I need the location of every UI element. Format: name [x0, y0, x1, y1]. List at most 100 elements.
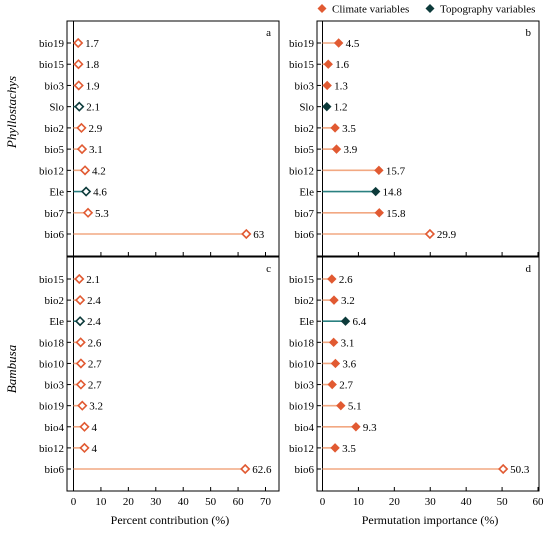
legend-topography-label: Topography variables — [440, 4, 535, 16]
category-label: bio12 — [39, 443, 64, 455]
category-label: bio2 — [44, 295, 64, 307]
panel-d: d 0 10 20 30 40 50 60 bio15 2.6 bio2 3.2 Ele 6.4 bio18… — [289, 256, 545, 508]
lollipop-marker — [241, 228, 252, 240]
lollipop-marker — [80, 186, 92, 197]
x-tick-label: 20 — [389, 496, 401, 508]
lollipop-marker — [323, 59, 333, 69]
value-label: 50.3 — [510, 464, 530, 476]
category-label: Ele — [299, 187, 314, 199]
row-title-bottom: Bambusa — [4, 344, 19, 393]
x-tick-label: 10 — [353, 496, 365, 508]
lollipop-marker — [74, 273, 85, 285]
x-tick-label: 60 — [533, 496, 545, 508]
value-label: 4.6 — [93, 187, 107, 199]
lollipop-marker — [73, 80, 84, 91]
category-label: bio2 — [44, 123, 64, 135]
lollipop-marker — [424, 228, 436, 240]
lollipop-marker — [73, 37, 84, 49]
value-label: 15.7 — [386, 165, 406, 177]
lollipop-marker — [333, 38, 344, 48]
value-label: 2.4 — [87, 295, 101, 307]
value-label: 3.2 — [89, 401, 103, 413]
value-label: 1.2 — [334, 102, 348, 114]
category-label: Ele — [49, 316, 64, 328]
value-label: 2.6 — [339, 274, 353, 286]
legend-climate-label: Climate variables — [332, 4, 409, 16]
lollipop-marker — [73, 59, 84, 70]
category-label: bio2 — [294, 123, 314, 135]
panel-letter: c — [266, 263, 271, 275]
lollipop-marker — [79, 165, 91, 176]
legend-topography-marker — [425, 4, 435, 13]
legend-climate-marker — [317, 4, 327, 13]
value-label: 29.9 — [437, 229, 457, 241]
lollipop-marker — [327, 379, 337, 390]
lollipop-marker — [330, 123, 340, 133]
category-label: bio4 — [294, 422, 314, 434]
panel-frame — [66, 20, 280, 257]
lollipop-marker — [329, 295, 339, 305]
legend: Climate variables Topography variables — [317, 4, 535, 16]
lollipop-marker — [331, 144, 342, 154]
value-label: 1.7 — [85, 38, 99, 50]
value-label: 2.4 — [87, 316, 101, 328]
lollipop-marker — [351, 422, 361, 432]
value-label: 4 — [91, 443, 97, 455]
panel-frame — [66, 256, 280, 492]
lollipop-marker — [74, 101, 85, 112]
lollipop-marker — [240, 463, 251, 475]
category-label: Slo — [49, 102, 64, 114]
category-label: bio10 — [289, 358, 315, 370]
category-label: bio18 — [289, 337, 315, 349]
lollipop-marker — [77, 400, 88, 411]
lollipop-marker — [75, 379, 87, 390]
category-label: bio19 — [289, 38, 315, 50]
value-label: 5.1 — [348, 401, 362, 413]
value-label: 1.6 — [335, 59, 349, 71]
category-label: bio7 — [294, 208, 314, 220]
category-label: bio10 — [39, 358, 65, 370]
lollipop-marker — [74, 316, 86, 327]
value-label: 2.7 — [88, 358, 102, 370]
category-label: bio7 — [44, 208, 64, 220]
category-label: bio5 — [44, 144, 64, 156]
category-label: bio19 — [39, 401, 65, 413]
value-label: 14.8 — [383, 187, 403, 199]
value-label: 15.8 — [386, 208, 406, 220]
x-tick-label: 50 — [497, 496, 509, 508]
x-tick-label: 20 — [123, 496, 135, 508]
category-label: bio12 — [39, 165, 64, 177]
category-label: bio6 — [294, 464, 314, 476]
panel-frame — [316, 20, 540, 257]
value-label: 9.3 — [363, 422, 377, 434]
lollipop-marker — [327, 274, 337, 284]
value-label: 4.2 — [92, 165, 106, 177]
value-label: 3.5 — [342, 123, 356, 135]
category-label: bio6 — [44, 229, 64, 241]
value-label: 3.6 — [342, 358, 356, 370]
x-tick-label: 50 — [205, 496, 217, 508]
panel-letter: d — [526, 263, 532, 275]
lollipop-marker — [330, 358, 341, 369]
category-label: bio12 — [289, 443, 314, 455]
value-label: 63 — [253, 229, 264, 241]
value-label: 3.9 — [344, 144, 358, 156]
x-tick-label: 10 — [95, 496, 107, 508]
panel-c: c 0 10 20 30 40 50 60 70 bio15 2.1 bio2 2.4 Ele 2.4 bio… — [39, 256, 280, 508]
category-label: bio6 — [44, 464, 64, 476]
lollipop-marker — [498, 463, 509, 475]
lollipop-marker — [75, 358, 87, 369]
lollipop-marker — [322, 80, 332, 91]
category-label: Ele — [299, 316, 314, 328]
x-tick-label: 0 — [320, 496, 326, 508]
value-label: 2.7 — [339, 380, 353, 392]
category-label: bio3 — [294, 380, 314, 392]
x-axis-title-left: Percent contribution (%) — [111, 513, 230, 527]
x-tick-label: 0 — [71, 496, 77, 508]
value-label: 4.5 — [346, 38, 360, 50]
value-label: 3.1 — [89, 144, 103, 156]
category-label: bio3 — [294, 80, 314, 92]
lollipop-marker — [336, 400, 346, 411]
value-label: 2.9 — [88, 123, 102, 135]
